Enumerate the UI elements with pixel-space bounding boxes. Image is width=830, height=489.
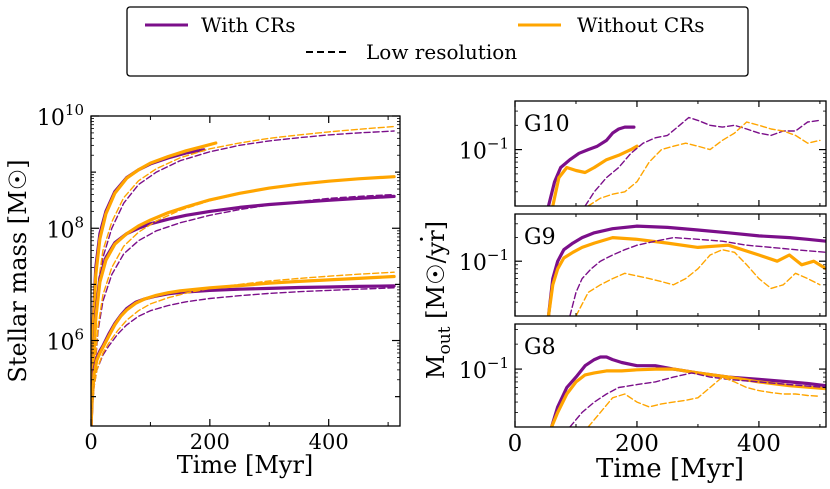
outflow-g8-with-crs-line	[549, 355, 826, 427]
stellar-mass-xtick-label: 400	[309, 430, 349, 454]
legend-frame	[126, 6, 749, 77]
outflow-g9-series	[546, 224, 826, 316]
outflow-ylabel-sub: out	[435, 326, 455, 354]
outflow-g10-with-crs-low-res-line	[584, 116, 821, 206]
outflow-g9-panel: G9 10−1	[459, 213, 827, 317]
outflow-g8-without-crs-low-res-line	[587, 376, 821, 427]
outflow-g8-label: G8	[524, 335, 556, 360]
outflow-xlabel: Time [Myr]	[596, 454, 744, 484]
stellar-mass-axes-frame	[90, 115, 401, 427]
outflow-g8-with-crs-low-res-line	[569, 372, 826, 427]
stellar-mass-g10-without-crs-low-res-line	[91, 125, 395, 426]
outflow-g10-label: G10	[524, 112, 570, 137]
outflow-g8-ytick-label: 10−1	[459, 354, 509, 384]
outflow-ylabel-rest: [M☉/yr]	[422, 221, 450, 327]
stellar-mass-g8-without-crs-line	[91, 274, 396, 426]
outflow-xtick-label: 400	[737, 431, 781, 457]
outflow-g10-with-crs-line	[546, 125, 636, 206]
stellar-mass-g8-with-crs-line	[91, 284, 396, 426]
legend-low-res-label: Low resolution	[366, 40, 517, 64]
outflow-g8-axes-frame	[514, 323, 827, 428]
stellar-mass-g8-with-crs-low-res-line	[91, 287, 395, 426]
outflow-ylabel-dot: ·	[408, 235, 436, 243]
outflow-panels: G10 10−1 G9 10−1 G8 10−1 0 200 400	[459, 100, 827, 457]
outflow-g9-without-crs-low-res-line	[575, 248, 821, 316]
outflow-g8-series	[549, 355, 826, 427]
stellar-mass-ylabel: Stellar mass [M☉]	[4, 159, 32, 382]
stellar-mass-panel: 0 200 400 106 108 1010 Time [Myr] Stellar mas…	[4, 101, 401, 479]
outflow-g9-with-crs-low-res-line	[569, 236, 826, 316]
stellar-mass-g10-without-crs-line	[91, 141, 218, 426]
stellar-mass-series	[91, 125, 396, 426]
stellar-mass-xlabel: Time [Myr]	[177, 451, 314, 479]
outflow-g8-panel: G8 10−1 0 200 400	[459, 323, 827, 457]
stellar-mass-ytick-label: 1010	[37, 101, 84, 131]
legend: With CRs Without CRs Low resolution	[126, 6, 749, 77]
outflow-g9-label: G9	[524, 225, 556, 250]
outflow-ylabel-main: M	[422, 355, 450, 380]
outflow-ylabel-text: Mout [M☉/yr]	[422, 221, 455, 379]
stellar-mass-g9-without-crs-low-res-line	[91, 176, 395, 426]
outflow-g10-series	[546, 116, 821, 206]
stellar-mass-xtick-label: 200	[190, 430, 230, 454]
outflow-g10-without-crs-line	[551, 144, 639, 206]
outflow-g8-without-crs-line	[549, 367, 826, 427]
outflow-g9-ytick-label: 10−1	[459, 246, 509, 276]
stellar-mass-ytick-label: 108	[46, 213, 84, 243]
stellar-mass-ytick-label: 106	[46, 326, 84, 356]
outflow-xtick-label: 0	[508, 431, 523, 457]
outflow-g10-panel: G10 10−1	[459, 100, 827, 207]
stellar-mass-g9-with-crs-line	[91, 194, 396, 426]
stellar-mass-g9-with-crs-low-res-line	[91, 193, 395, 426]
stellar-mass-xtick-label: 0	[84, 430, 97, 454]
legend-with-crs-label: With CRs	[201, 13, 296, 37]
outflow-xtick-label: 200	[615, 431, 659, 457]
outflow-g10-ytick-label: 10−1	[459, 135, 509, 165]
legend-without-crs-label: Without CRs	[577, 13, 704, 37]
outflow-g9-with-crs-line	[546, 224, 826, 316]
outflow-ylabel: Mout [M☉/yr]	[422, 221, 455, 379]
stellar-mass-ticks: 0 200 400 106 108 1010	[37, 101, 400, 454]
stellar-mass-g8-without-crs-low-res-line	[91, 271, 395, 426]
outflow-g10-without-crs-low-res-line	[587, 121, 821, 206]
outflow-g9-without-crs-line	[546, 236, 826, 316]
